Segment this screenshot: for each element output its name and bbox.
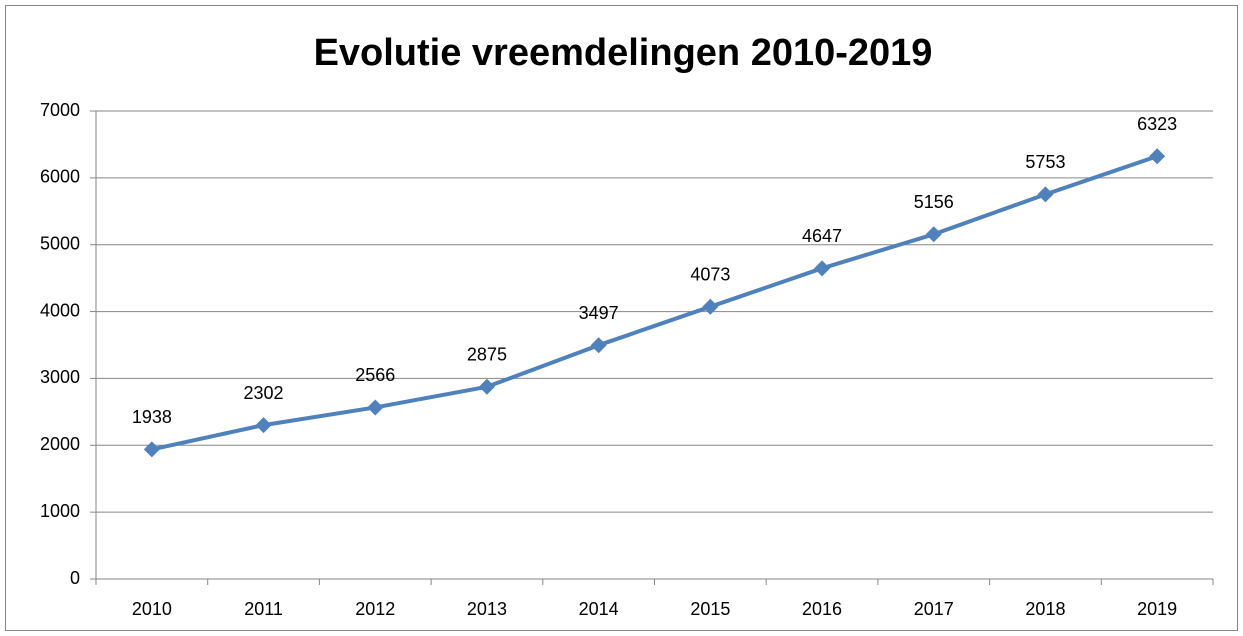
y-tick-label: 6000 <box>40 167 80 187</box>
x-tick-label: 2016 <box>802 599 842 619</box>
y-tick-label: 0 <box>70 568 80 588</box>
x-tick-label: 2011 <box>244 599 283 619</box>
y-tick-label: 2000 <box>40 434 80 454</box>
marker <box>590 337 607 354</box>
data-label: 2566 <box>355 365 395 385</box>
marker <box>143 441 160 458</box>
data-label: 4073 <box>690 264 730 284</box>
x-tick-label: 2018 <box>1025 599 1065 619</box>
data-label: 2302 <box>244 383 284 403</box>
x-tick-label: 2017 <box>914 599 954 619</box>
chart-title: Evolutie vreemdelingen 2010-2019 <box>314 32 933 74</box>
x-tick-label: 2010 <box>132 599 172 619</box>
y-tick-label: 7000 <box>40 100 80 120</box>
data-label: 4647 <box>802 226 842 246</box>
x-tick-label: 2014 <box>579 599 619 619</box>
data-label: 3497 <box>579 303 619 323</box>
x-tick-label: 2013 <box>467 599 507 619</box>
y-tick-label: 3000 <box>40 367 80 387</box>
marker <box>478 378 495 395</box>
x-tick-label: 2015 <box>690 599 730 619</box>
marker <box>814 260 831 277</box>
x-tick-label: 2012 <box>355 599 395 619</box>
marker <box>367 399 384 416</box>
data-label: 6323 <box>1137 114 1177 134</box>
marker <box>255 417 272 434</box>
marker <box>925 226 942 243</box>
marker <box>702 298 719 315</box>
y-tick-label: 4000 <box>40 300 80 320</box>
x-tick-label: 2019 <box>1137 599 1177 619</box>
y-tick-label: 1000 <box>40 501 80 521</box>
chart-border <box>5 5 1238 631</box>
data-label: 5753 <box>1025 152 1065 172</box>
data-label: 5156 <box>914 192 954 212</box>
data-label: 1938 <box>132 407 172 427</box>
y-tick-label: 5000 <box>40 233 80 253</box>
line <box>151 154 1158 452</box>
marker <box>1037 186 1054 203</box>
data-label: 2875 <box>467 345 507 365</box>
marker <box>1149 148 1166 165</box>
